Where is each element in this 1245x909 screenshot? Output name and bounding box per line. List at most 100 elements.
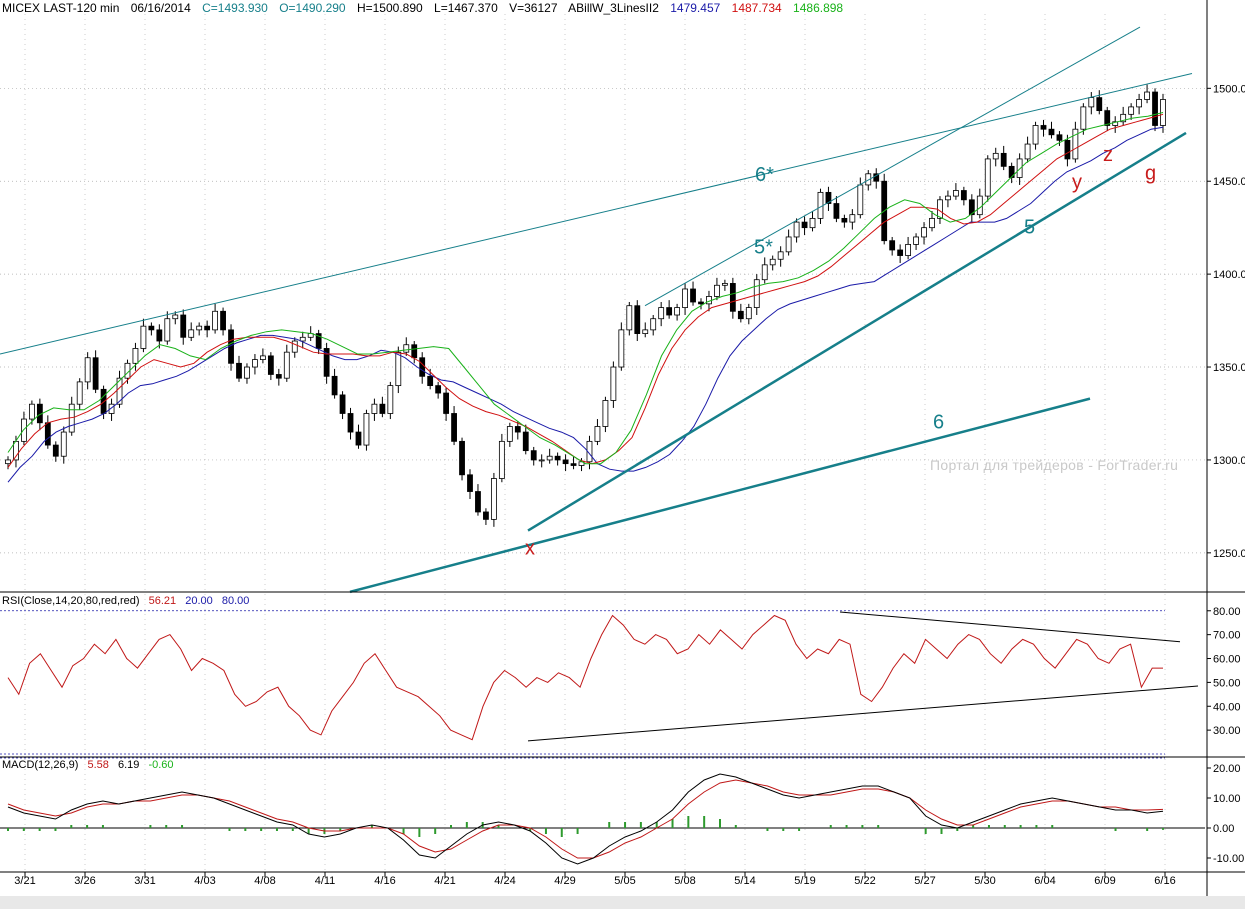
candle-body bbox=[984, 158, 991, 197]
candle bbox=[259, 348, 266, 364]
candle bbox=[475, 484, 481, 516]
candle bbox=[331, 368, 338, 399]
candle-body bbox=[913, 236, 919, 245]
candle bbox=[459, 437, 465, 481]
candle-body bbox=[84, 357, 91, 383]
candle-body bbox=[570, 463, 577, 466]
candle bbox=[451, 406, 457, 446]
line2-value: 1487.734 bbox=[731, 1, 782, 15]
candle bbox=[945, 190, 951, 208]
rsi-label: RSI(Close,14,20,80,red,red) bbox=[2, 595, 140, 607]
candle bbox=[658, 302, 665, 327]
wave-label: 6* bbox=[755, 164, 774, 186]
candle bbox=[721, 279, 728, 291]
candle-body bbox=[530, 450, 537, 461]
candle bbox=[1080, 103, 1087, 135]
candle bbox=[594, 419, 601, 446]
candle bbox=[761, 257, 768, 284]
candle-body bbox=[650, 318, 657, 331]
candle-body bbox=[5, 459, 11, 465]
candle-body bbox=[905, 243, 912, 256]
candle-body bbox=[451, 413, 457, 442]
candle-body bbox=[602, 400, 609, 427]
candle-body bbox=[363, 413, 370, 446]
candle-body bbox=[873, 173, 880, 182]
macd-line bbox=[7, 773, 1164, 865]
date-label: 06/16/2014 bbox=[130, 1, 191, 15]
candle-body bbox=[403, 344, 410, 353]
candle bbox=[172, 311, 179, 325]
candle bbox=[690, 281, 696, 306]
candle bbox=[1024, 136, 1031, 163]
candle bbox=[1136, 93, 1143, 115]
candle bbox=[60, 426, 67, 464]
candle bbox=[841, 214, 848, 228]
candle bbox=[220, 307, 226, 336]
candle-body bbox=[323, 348, 330, 377]
candle-body bbox=[666, 307, 673, 316]
candle-body bbox=[339, 394, 346, 414]
candle bbox=[283, 344, 290, 382]
candle bbox=[108, 398, 115, 421]
candle-body bbox=[116, 377, 123, 405]
x-tick-label: 6/09 bbox=[1094, 875, 1115, 887]
candle-body bbox=[809, 217, 816, 229]
candle-body bbox=[275, 374, 282, 379]
candle bbox=[403, 337, 410, 356]
chart-header: MICEX LAST-120 min 06/16/2014 C=1493.930… bbox=[2, 1, 851, 15]
candle-body bbox=[236, 362, 242, 379]
indicator-label: ABillW_3LinesII2 bbox=[568, 1, 659, 15]
candle-body bbox=[164, 318, 171, 342]
x-tick-label: 4/03 bbox=[194, 875, 215, 887]
candle bbox=[1072, 121, 1079, 163]
candle bbox=[833, 196, 840, 223]
x-tick-label: 5/30 bbox=[974, 875, 995, 887]
candle-body bbox=[610, 366, 617, 401]
candle bbox=[204, 320, 211, 338]
candle bbox=[52, 441, 59, 462]
wave-label: x bbox=[525, 538, 535, 560]
rsi-panel bbox=[0, 610, 1199, 755]
rsi-trendline bbox=[839, 611, 1181, 643]
candle-body bbox=[483, 511, 489, 520]
candle-body bbox=[60, 431, 67, 457]
candle bbox=[148, 322, 155, 336]
candle-body bbox=[92, 357, 99, 390]
candle-body bbox=[889, 240, 896, 251]
candle bbox=[1152, 88, 1158, 132]
candle-body bbox=[618, 329, 625, 368]
candle-body bbox=[714, 284, 720, 297]
candle bbox=[267, 352, 274, 381]
candle bbox=[1120, 106, 1127, 126]
candle-body bbox=[514, 426, 521, 433]
candle bbox=[921, 222, 927, 245]
macd-hist-value: -0.60 bbox=[148, 759, 174, 771]
candle-body bbox=[857, 184, 864, 216]
candle-body bbox=[1096, 97, 1103, 112]
candle bbox=[968, 194, 975, 223]
candle bbox=[1032, 121, 1039, 150]
candle-body bbox=[769, 258, 776, 266]
candle-body bbox=[1104, 110, 1111, 126]
candle-body bbox=[1040, 125, 1047, 130]
candle bbox=[992, 147, 999, 167]
rsi-tick-label: 70.00 bbox=[1213, 630, 1241, 642]
low-label: L=1467.370 bbox=[434, 1, 498, 15]
x-tick-label: 4/21 bbox=[434, 875, 455, 887]
candle bbox=[1144, 84, 1150, 104]
x-tick-label: 5/22 bbox=[854, 875, 875, 887]
wave-label: y bbox=[1072, 172, 1082, 194]
candle bbox=[28, 400, 35, 425]
rsi-value: 56.21 bbox=[148, 595, 177, 607]
candle-body bbox=[761, 264, 768, 281]
candle bbox=[411, 341, 418, 364]
candle bbox=[1056, 131, 1063, 146]
candle-body bbox=[554, 455, 561, 461]
candle-body bbox=[1088, 97, 1095, 108]
candle bbox=[44, 415, 51, 449]
candle bbox=[642, 322, 649, 338]
candle-body bbox=[1016, 158, 1023, 178]
macd-tick-label: -10.00 bbox=[1213, 853, 1244, 865]
candle bbox=[291, 337, 298, 358]
candle bbox=[156, 324, 163, 349]
